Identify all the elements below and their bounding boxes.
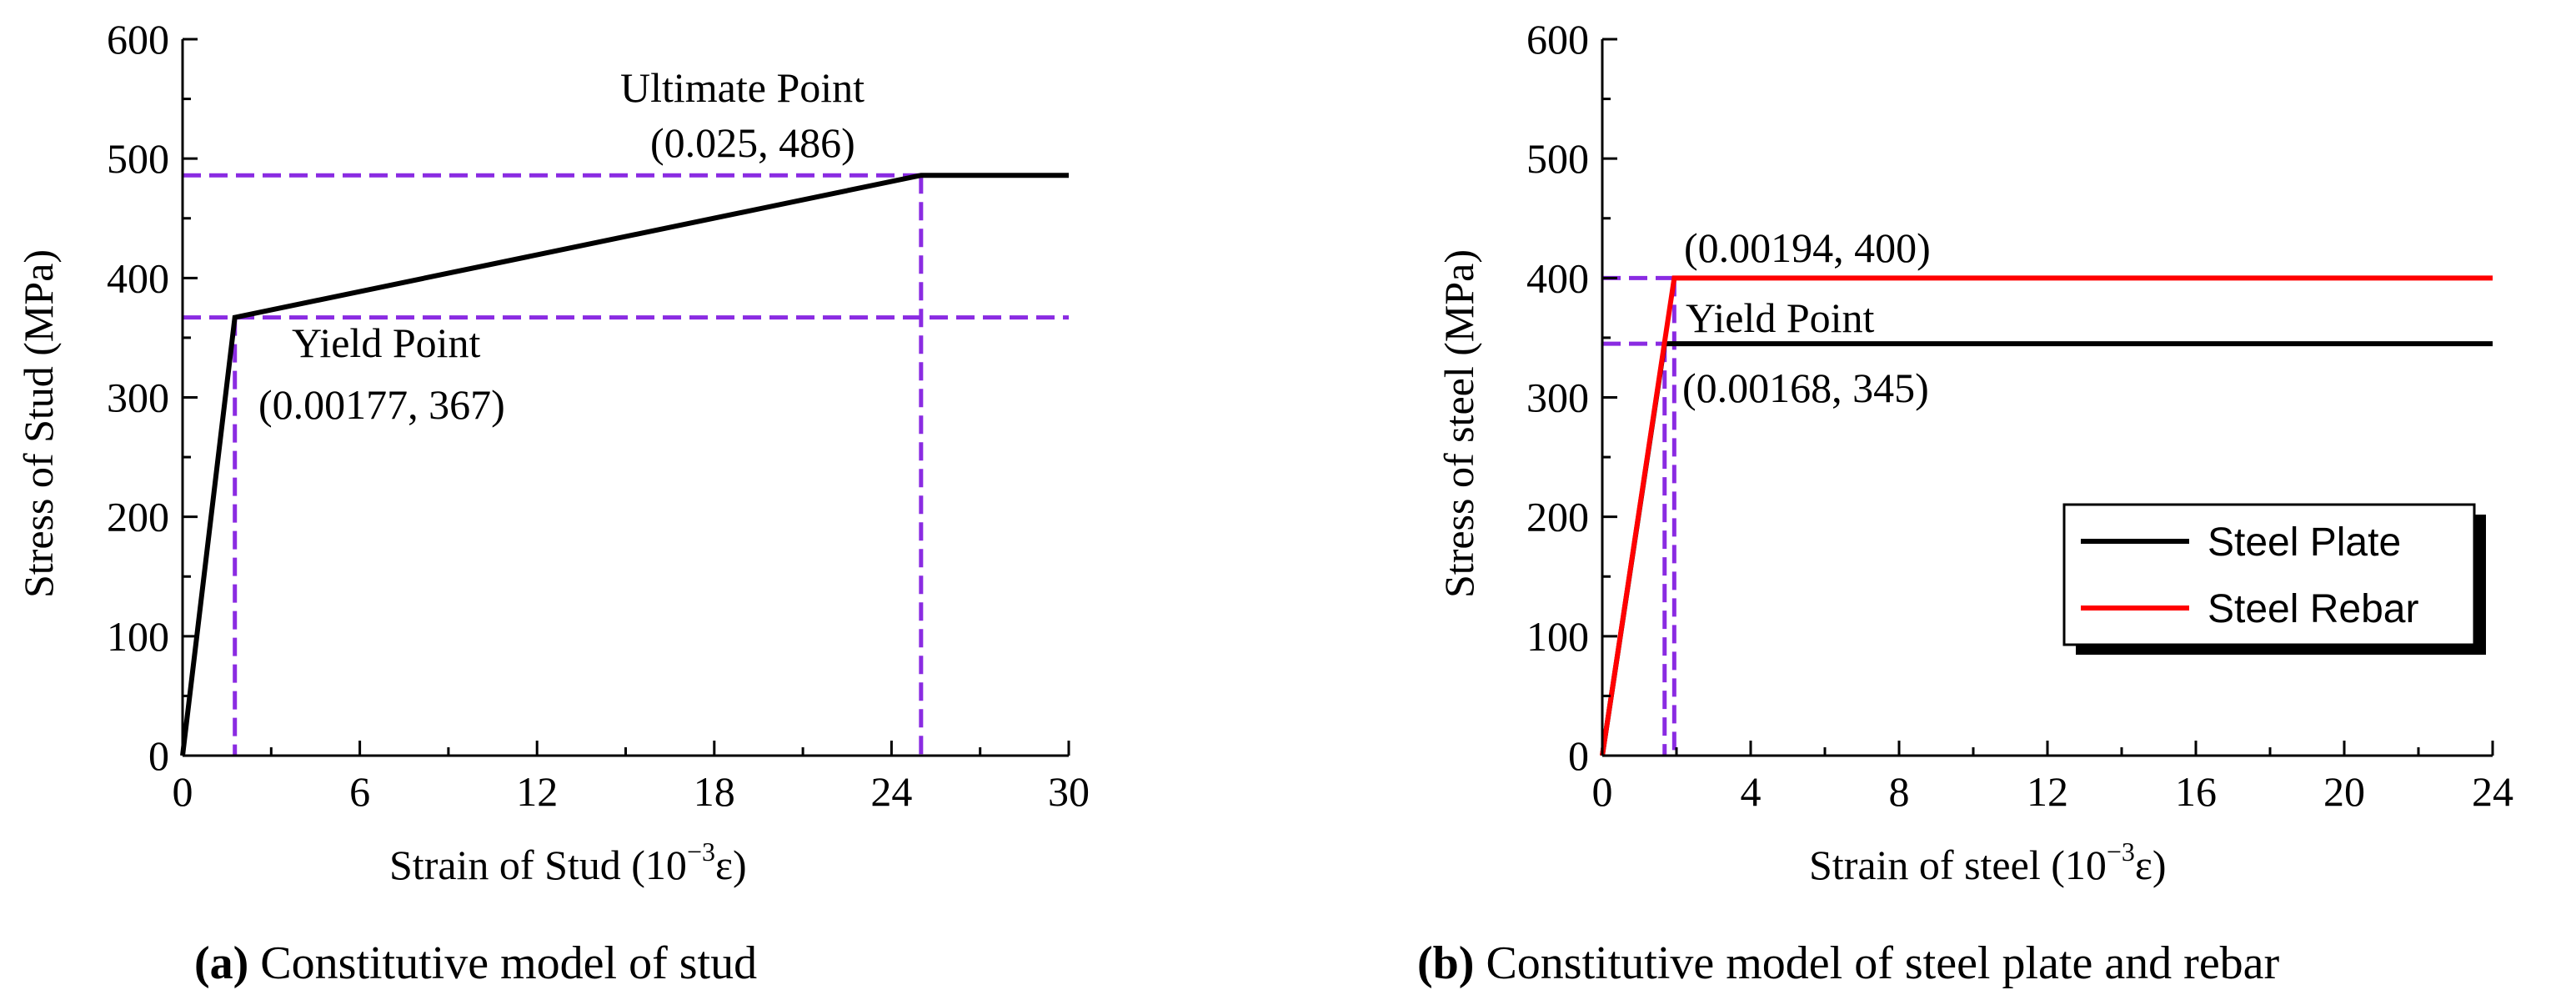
b-y-tick-label: 0 [1568,732,1589,779]
a-y-tick-label: 300 [107,374,169,421]
a-annotation-ultimate-line2: (0.025, 486) [650,119,855,166]
b-y-axis-label: Stress of steel (MPa) [1436,249,1482,598]
b-y-tick-label: 300 [1526,374,1589,421]
a-x-tick-label: 6 [349,768,370,815]
a-series-group [183,175,1069,756]
b-y-tick-label: 200 [1526,494,1589,540]
a-series-line-stud [183,175,1069,756]
b-y-tick-label: 100 [1526,613,1589,660]
a-y-tick-label: 100 [107,613,169,660]
b-legend: Steel Plate Steel Rebar [2064,505,2486,655]
b-x-tick-label: 0 [1592,768,1613,815]
b-x-tick-label: 20 [2323,768,2365,815]
a-x-tick-label: 30 [1048,768,1090,815]
a-y-tick-label: 0 [148,732,169,779]
panel-b-steel: 0 4 8 12 16 20 24 0 100 200 300 400 500 600 (0.00194,… [1417,16,2513,989]
a-x-tick-label: 0 [173,768,193,815]
a-annotation-yield-line1: Yield Point [292,319,481,366]
b-x-axis-label: Strain of steel (10−3ε) [1809,837,2167,888]
b-annotation-yield-line1: Yield Point [1686,294,1875,341]
b-x-tick-label: 24 [2472,768,2513,815]
a-y-axis-label: Stress of Stud (MPa) [15,249,62,598]
a-y-tick-label: 200 [107,494,169,540]
b-legend-label-rebar: Steel Rebar [2208,587,2418,631]
b-annotation-yield-line2: (0.00168, 345) [1682,364,1929,411]
a-x-axis-label: Strain of Stud (10−3ε) [389,837,747,888]
b-legend-label-plate: Steel Plate [2208,520,2401,565]
b-annotation-rebar: (0.00194, 400) [1684,224,1931,271]
b-x-tick-label: 4 [1741,768,1762,815]
b-x-tick-label: 8 [1889,768,1910,815]
a-y-tick-label: 600 [107,16,169,63]
a-x-tick-label: 18 [694,768,735,815]
a-x-tick-label: 12 [516,768,558,815]
a-y-tick-label: 500 [107,135,169,182]
b-y-tick-label: 500 [1526,135,1589,182]
a-y-tick-label: 400 [107,254,169,301]
b-y-tick-label: 400 [1526,254,1589,301]
a-annotation-yield-line2: (0.00177, 367) [258,381,505,428]
b-x-tick-label: 12 [2027,768,2068,815]
b-x-tick-label: 16 [2175,768,2217,815]
a-guide-lines [183,175,1069,756]
b-y-tick-label: 600 [1526,16,1589,63]
figure: 0 6 12 18 24 300100200300400500600 Yield Poin… [0,0,2576,1005]
a-caption: (a) Constitutive model of stud [194,937,757,989]
a-x-tick-label: 24 [870,768,912,815]
b-caption: (b) Constitutive model of steel plate an… [1417,937,2280,989]
a-annotation-ultimate-line1: Ultimate Point [620,64,865,111]
